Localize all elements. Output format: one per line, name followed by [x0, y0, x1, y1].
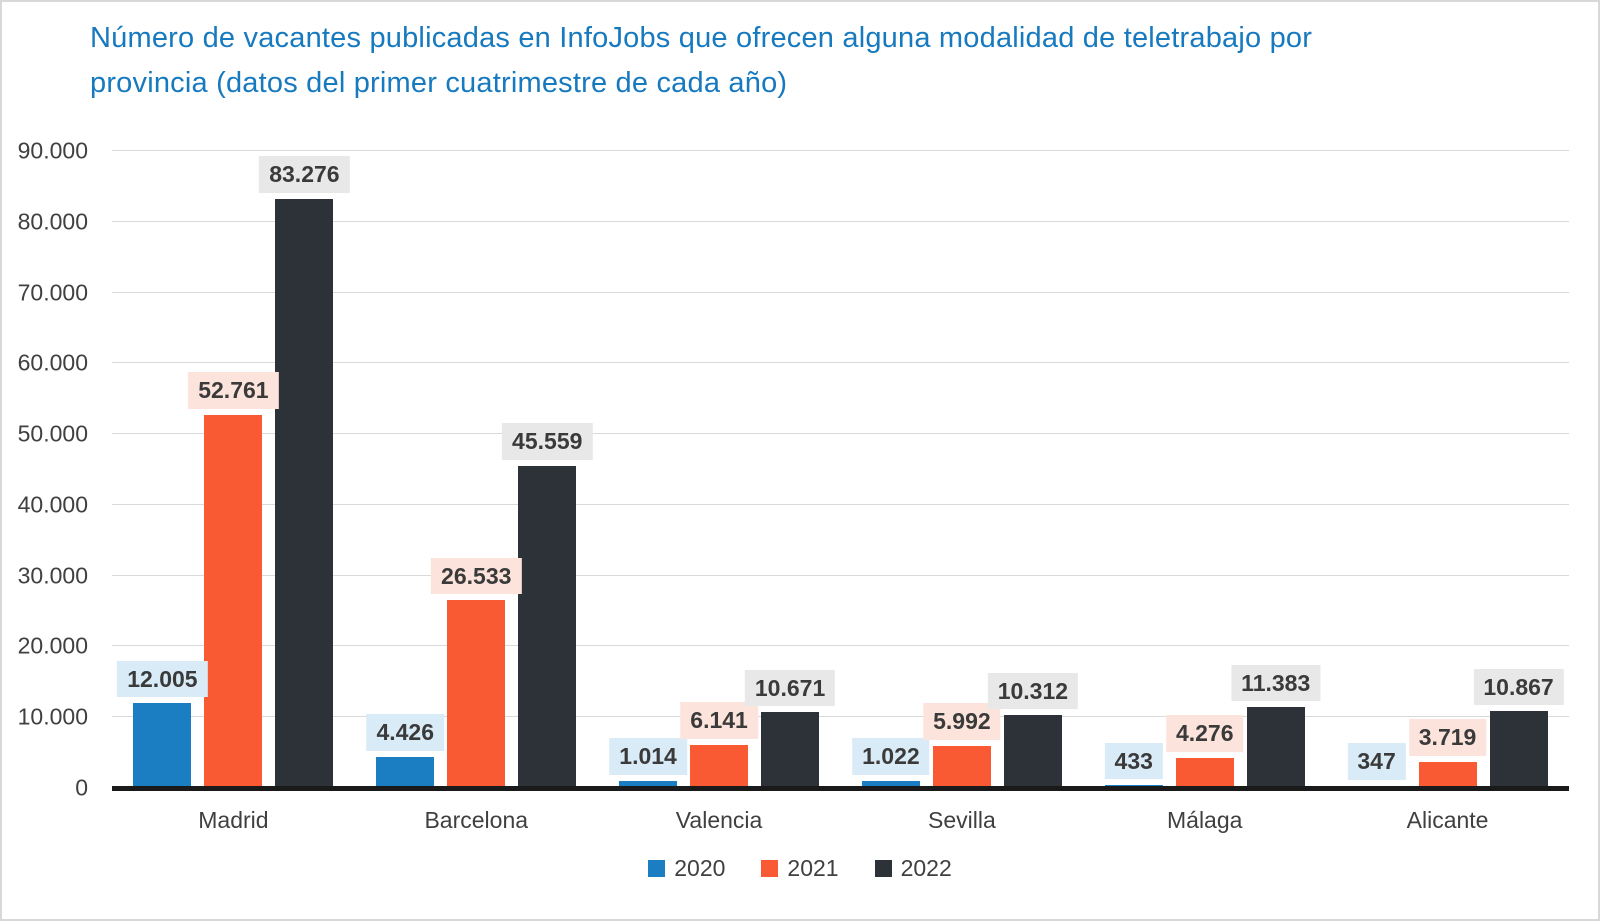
bar-value-label-2021-alicante: 3.719	[1408, 719, 1487, 756]
y-axis-tick-label: 30.000	[17, 562, 88, 589]
gridline	[112, 362, 1569, 364]
bar-value-label-2020-alicante: 347	[1347, 743, 1406, 780]
bar-value-label-2020-valencia: 1.014	[609, 738, 687, 775]
bar-slot-2020-barcelona: 4.426	[366, 151, 445, 788]
bar-group-valencia: 1.014 6.141 10.671	[598, 151, 841, 788]
bar-2022-barcelona	[518, 465, 577, 788]
bar-2020-valencia	[619, 780, 678, 788]
gridline	[112, 220, 1569, 222]
y-axis-tick-label: 80.000	[17, 208, 88, 235]
bar-value-label-2020-sevilla: 1.022	[852, 738, 930, 775]
bar-2020-madrid	[133, 703, 192, 788]
bar-value-label-2020-málaga: 433	[1104, 742, 1163, 779]
bar-slot-2022-madrid: 83.276	[259, 151, 350, 788]
bar-slot-2021-madrid: 52.761	[188, 151, 279, 788]
y-axis-tick-label: 0	[75, 774, 88, 801]
bar-slot-2021-alicante: 3.719	[1408, 151, 1487, 788]
bar-value-label-2022-barcelona: 45.559	[502, 423, 593, 460]
bar-group-barcelona: 4.426 26.533 45.559	[355, 151, 598, 788]
gridline	[112, 574, 1569, 576]
y-axis-tick-label: 10.000	[17, 703, 88, 730]
gridline	[112, 150, 1569, 151]
gridline	[112, 291, 1569, 293]
y-axis-tick-label: 40.000	[17, 491, 88, 518]
bar-slot-2021-valencia: 6.141	[680, 151, 758, 788]
bar-slot-2020-valencia: 1.014	[609, 151, 687, 788]
bar-2022-alicante	[1489, 711, 1548, 788]
bar-value-label-2020-barcelona: 4.426	[366, 714, 445, 751]
legend-swatch-icon	[761, 860, 779, 877]
legend-item-2021: 2021	[761, 855, 839, 882]
legend-item-2022: 2022	[874, 855, 952, 882]
y-axis-tick-label: 60.000	[17, 349, 88, 376]
bar-value-label-2021-barcelona: 26.533	[431, 557, 522, 595]
legend-swatch-icon	[874, 860, 892, 877]
bar-slot-2021-málaga: 4.276	[1165, 151, 1244, 788]
bar-value-label-2022-alicante: 10.867	[1473, 668, 1564, 706]
x-axis-category-label-málaga: Málaga	[1167, 807, 1243, 833]
x-axis-category-label-barcelona: Barcelona	[424, 807, 529, 833]
bar-slot-2022-valencia: 10.671	[744, 151, 836, 788]
bar-slot-2020-madrid: 12.005	[117, 151, 208, 788]
bar-group-alicante: 347 3.719 10.867	[1326, 151, 1569, 788]
bar-value-label-2021-sevilla: 5.992	[923, 703, 1001, 740]
x-axis-category-label-sevilla: Sevilla	[928, 807, 996, 833]
y-axis-tick-label: 90.000	[17, 137, 88, 164]
gridline	[112, 716, 1569, 718]
bar-slot-2020-málaga: 433	[1104, 151, 1163, 788]
bar-group-málaga: 433 4.276 11.383	[1083, 151, 1326, 788]
bar-slot-2022-málaga: 11.383	[1231, 151, 1321, 788]
bar-2022-valencia	[761, 712, 820, 788]
x-axis-category-labels: Madrid Barcelona Valencia Sevilla Málaga Alic…	[112, 807, 1569, 834]
gridline	[112, 433, 1569, 435]
bar-slot-2021-sevilla: 5.992	[923, 151, 1001, 788]
gridlines	[112, 150, 1569, 788]
y-axis-tick-label: 50.000	[17, 420, 88, 447]
legend-label: 2022	[900, 855, 952, 881]
legend-label: 2021	[787, 855, 839, 881]
bar-slot-2022-alicante: 10.867	[1473, 151, 1564, 788]
chart-title: Número de vacantes publicadas en InfoJob…	[90, 22, 1313, 99]
x-axis-category-label-madrid: Madrid	[198, 807, 269, 833]
bar-2020-sevilla	[861, 780, 920, 788]
bar-value-label-2022-málaga: 11.383	[1231, 665, 1321, 702]
legend: 2020 2021 2022	[0, 855, 1600, 882]
bar-value-label-2021-málaga: 4.276	[1165, 715, 1244, 752]
bar-slot-2022-barcelona: 45.559	[502, 151, 593, 788]
bar-group-madrid: 12.005 52.761 83.276	[112, 151, 355, 788]
bar-2021-madrid	[204, 414, 263, 788]
bar-value-label-2022-valencia: 10.671	[744, 670, 836, 707]
gridline	[112, 645, 1569, 647]
x-axis-line	[112, 786, 1569, 791]
y-axis-tick-label: 70.000	[17, 279, 88, 306]
y-axis-tick-label: 20.000	[17, 632, 88, 659]
legend-item-2020: 2020	[648, 855, 725, 882]
gridline	[112, 503, 1569, 505]
legend-label: 2020	[674, 855, 726, 881]
x-axis-category-label-alicante: Alicante	[1406, 807, 1489, 833]
bar-slot-2021-barcelona: 26.533	[431, 151, 522, 788]
bar-2022-sevilla	[1003, 715, 1062, 788]
bar-2021-sevilla	[932, 745, 991, 788]
bar-2021-alicante	[1418, 761, 1477, 788]
bar-2021-málaga	[1175, 757, 1234, 788]
bar-slot-2022-sevilla: 10.312	[987, 151, 1079, 788]
bar-2021-valencia	[690, 744, 749, 788]
x-axis-category-label-valencia: Valencia	[675, 807, 763, 833]
bar-slot-2020-alicante: 347	[1347, 151, 1406, 788]
bar-slot-2020-sevilla: 1.022	[852, 151, 930, 788]
legend-swatch-icon	[648, 860, 666, 877]
bar-value-label-2021-valencia: 6.141	[680, 702, 758, 739]
bar-value-label-2021-madrid: 52.761	[188, 372, 279, 409]
bar-2021-barcelona	[447, 600, 506, 788]
plot-area: 12.005 52.761 83.276 4.426 26.533 45.559 1.014…	[112, 151, 1569, 788]
bar-2020-barcelona	[376, 756, 435, 788]
bar-2022-málaga	[1246, 707, 1305, 788]
y-axis: 0 10.000 20.000 30.000 40.000 50.000 60.000 70.…	[0, 139, 88, 799]
bar-value-label-2020-madrid: 12.005	[117, 660, 208, 698]
bar-group-sevilla: 1.022 5.992 10.312	[840, 151, 1083, 788]
bar-2022-madrid	[275, 198, 334, 788]
bar-value-label-2022-madrid: 83.276	[259, 156, 350, 193]
bar-value-label-2022-sevilla: 10.312	[987, 672, 1079, 710]
